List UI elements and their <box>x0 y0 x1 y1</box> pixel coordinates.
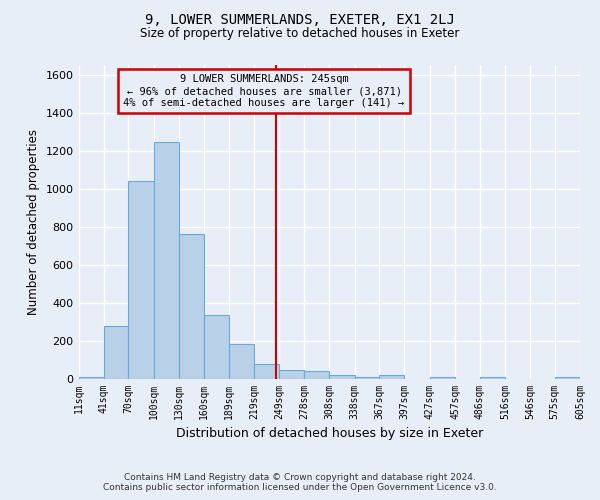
Y-axis label: Number of detached properties: Number of detached properties <box>27 129 40 315</box>
X-axis label: Distribution of detached houses by size in Exeter: Distribution of detached houses by size … <box>176 427 483 440</box>
Bar <box>430 376 455 378</box>
Bar <box>379 375 404 378</box>
Bar <box>554 376 580 378</box>
Bar <box>179 234 205 378</box>
Bar <box>254 364 280 378</box>
Bar <box>128 181 154 378</box>
Text: 9 LOWER SUMMERLANDS: 245sqm
← 96% of detached houses are smaller (3,871)
4% of s: 9 LOWER SUMMERLANDS: 245sqm ← 96% of det… <box>124 74 405 108</box>
Bar <box>329 375 355 378</box>
Bar <box>304 371 329 378</box>
Bar <box>355 376 379 378</box>
Bar <box>154 142 179 378</box>
Bar <box>205 315 229 378</box>
Bar <box>104 326 128 378</box>
Text: 9, LOWER SUMMERLANDS, EXETER, EX1 2LJ: 9, LOWER SUMMERLANDS, EXETER, EX1 2LJ <box>145 12 455 26</box>
Bar <box>479 376 505 378</box>
Bar <box>79 376 104 378</box>
Bar <box>229 344 254 378</box>
Text: Size of property relative to detached houses in Exeter: Size of property relative to detached ho… <box>140 28 460 40</box>
Bar <box>280 370 304 378</box>
Text: Contains HM Land Registry data © Crown copyright and database right 2024.
Contai: Contains HM Land Registry data © Crown c… <box>103 473 497 492</box>
